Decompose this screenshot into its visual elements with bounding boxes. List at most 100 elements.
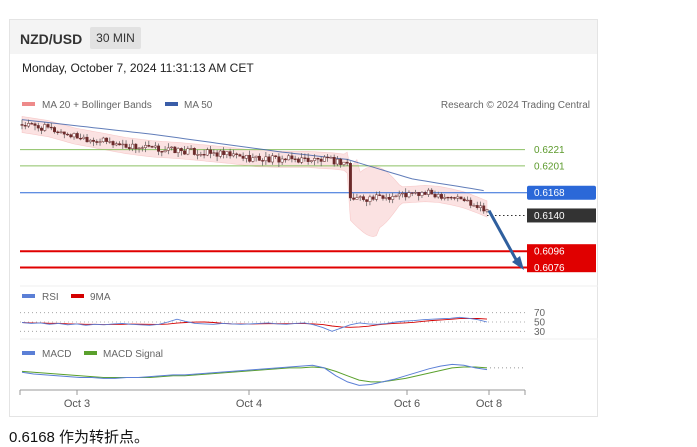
candle-body — [59, 131, 63, 133]
candle-body — [150, 146, 154, 148]
candle-body — [300, 157, 304, 163]
candle-body — [306, 157, 310, 162]
currency-pair-title: NZD/USD — [20, 31, 83, 47]
candle-body — [309, 160, 313, 162]
candle-body — [280, 158, 284, 163]
candle-body — [261, 160, 265, 162]
candle-body — [248, 155, 252, 162]
candle-body — [166, 147, 170, 151]
candle-body — [257, 155, 261, 161]
candle-body — [192, 148, 196, 155]
candle-body — [466, 199, 469, 202]
rsi-level-label: 50 — [534, 318, 546, 329]
chart-card: NZD/USD 30 MIN Monday, October 7, 2024 1… — [9, 19, 598, 417]
timeframe-badge[interactable]: 30 MIN — [90, 27, 141, 49]
candle-body — [436, 194, 440, 198]
rsi-line — [21, 316, 488, 332]
candle-body — [456, 196, 460, 199]
macd-signal-legend-swatch — [84, 351, 97, 355]
candle-body — [443, 196, 447, 199]
candle-body — [153, 145, 157, 148]
candle-body — [134, 143, 138, 150]
candle-body — [170, 146, 174, 149]
candle-body — [27, 123, 30, 127]
candle-body — [423, 192, 427, 195]
candle-body — [267, 156, 271, 163]
candle-body — [222, 150, 226, 155]
candle-body — [472, 205, 476, 207]
macd-legend-label: MACD — [42, 349, 71, 360]
candle-body — [414, 192, 417, 194]
candle-body — [173, 146, 177, 154]
macd-signal-legend-label: MACD Signal — [103, 349, 163, 360]
candle-body — [79, 137, 82, 140]
candle-body — [371, 196, 375, 200]
candle-body — [62, 131, 66, 135]
candle-body — [215, 152, 219, 157]
candle-body — [479, 205, 482, 208]
candle-body — [36, 125, 40, 129]
candle-body — [56, 131, 60, 133]
candle-body — [114, 143, 118, 146]
candle-body — [319, 158, 323, 162]
candle-body — [30, 123, 34, 125]
candle-body — [127, 147, 131, 149]
candle-body — [332, 157, 336, 165]
rsi-ma-legend-label: 9MA — [90, 292, 111, 303]
candle-body — [397, 193, 401, 197]
target-label: 0.6076 — [534, 263, 565, 274]
candle-body — [202, 154, 206, 156]
candle-body — [231, 153, 235, 157]
candle-body — [131, 143, 135, 149]
candle-body — [75, 133, 79, 139]
candle-body — [274, 155, 278, 157]
candle-body — [296, 158, 300, 163]
candle-body — [238, 154, 242, 157]
candle-body — [98, 141, 102, 143]
candle-body — [430, 189, 434, 195]
candle-body — [228, 151, 232, 157]
candle-body — [66, 133, 69, 136]
rsi-level-label: 70 — [534, 308, 546, 319]
candle-body — [205, 149, 209, 156]
bollinger-bands — [21, 116, 488, 237]
target-label: 0.6096 — [534, 247, 565, 258]
rsi-legend-swatch — [22, 294, 35, 298]
candle-body — [264, 156, 268, 162]
candle-body — [335, 158, 339, 165]
candle-body — [33, 123, 37, 126]
candle-body — [374, 194, 378, 200]
candle-body — [72, 133, 76, 138]
candle-body — [407, 192, 411, 198]
rsi-ma-line — [21, 317, 488, 328]
analysis-caption: 0.6168 作为转折点。 — [9, 429, 150, 446]
candle-body — [20, 124, 24, 126]
candle-body — [381, 195, 385, 199]
candle-body — [270, 155, 274, 163]
ma50-line — [21, 119, 484, 192]
candle-body — [433, 193, 437, 198]
x-tick-label: Oct 6 — [394, 398, 420, 410]
candle-body — [339, 158, 343, 165]
candle-body — [440, 194, 443, 199]
candle-body — [449, 197, 453, 199]
candle-body — [303, 157, 307, 159]
bollinger-band-area — [21, 116, 488, 237]
candle-body — [241, 155, 245, 159]
candle-body — [485, 209, 489, 212]
candle-body — [176, 148, 180, 154]
candle-body — [459, 196, 463, 200]
candle-body — [482, 205, 486, 212]
candle-body — [283, 158, 287, 161]
candle-body — [49, 126, 53, 129]
candle-body — [446, 196, 450, 199]
candle-body — [140, 147, 144, 149]
candle-body — [137, 147, 141, 150]
candle-body — [199, 154, 203, 156]
candle-body — [23, 125, 27, 127]
candlesticks — [20, 119, 489, 214]
candle-body — [251, 157, 255, 162]
candle-body — [313, 157, 317, 161]
candle-body — [88, 139, 92, 143]
